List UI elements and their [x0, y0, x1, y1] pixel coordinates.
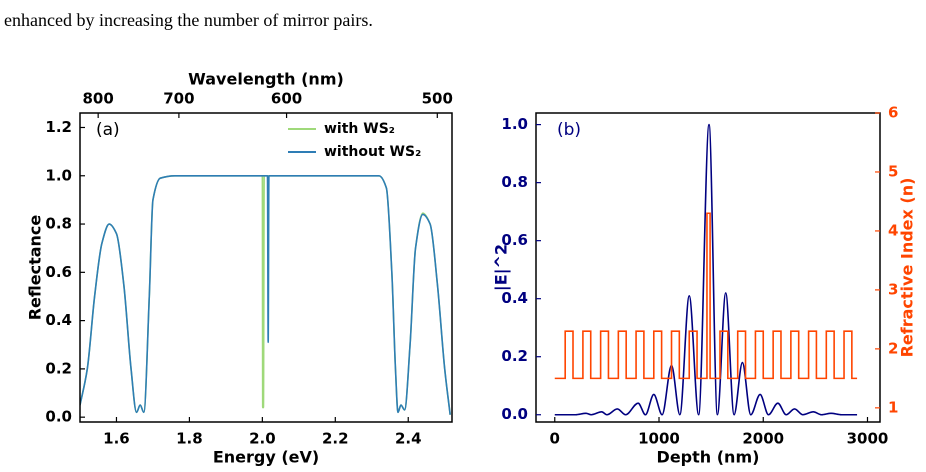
y-tick-label: 0.6 [501, 231, 528, 249]
x2-tick-label: 800 [83, 90, 114, 108]
x-tick-label: 2.2 [322, 430, 349, 448]
y2-tick-label: 2 [888, 339, 898, 357]
x-tick-label: 1.6 [103, 430, 130, 448]
y2-tick-label: 4 [888, 221, 898, 239]
y-tick-label: 0.8 [501, 173, 528, 191]
y-tick-label: 0.4 [501, 289, 528, 307]
data-line [554, 123, 858, 416]
y2-tick-label: 3 [888, 280, 898, 298]
data-line [80, 174, 451, 415]
paragraph: enhanced by increasing the number of mir… [4, 10, 373, 30]
y-tick-label: 1.0 [45, 166, 72, 184]
y-tick-label: 0.2 [45, 359, 72, 377]
x-tick-label: 1.8 [176, 430, 203, 448]
x2-tick-label: 700 [163, 90, 194, 108]
y2-tick-label: 1 [888, 398, 898, 416]
y-tick-label: 0.0 [45, 408, 72, 426]
plot-area [554, 123, 858, 416]
axes-frame [535, 112, 881, 423]
legend-label: without WS₂ [324, 144, 421, 160]
x-tick-label: 1000 [638, 430, 680, 448]
y-tick-label: 1.2 [45, 118, 72, 136]
panel-label: (a) [96, 120, 120, 140]
x-axis-label: Depth (nm) [657, 448, 760, 467]
y-tick-label: 0.0 [501, 405, 528, 423]
axes-frame [79, 112, 453, 423]
y-axis-label: |E|^2 [492, 244, 512, 291]
x-tick-label: 0 [550, 430, 560, 448]
x-tick-label: 2.4 [395, 430, 422, 448]
y-tick-label: 0.8 [45, 215, 72, 233]
x2-tick-label: 500 [422, 90, 453, 108]
y2-tick-label: 6 [888, 104, 898, 122]
y2-tick-label: 5 [888, 162, 898, 180]
y-tick-label: 0.2 [501, 347, 528, 365]
y-tick-label: 0.6 [45, 263, 72, 281]
x-axis-label: Energy (eV) [213, 448, 319, 467]
y2-axis-label: Refractive Index (n) [898, 178, 917, 358]
panel-label: (b) [557, 120, 581, 140]
x-tick-label: 2.0 [249, 430, 276, 448]
y-axis-label: Reflectance [26, 215, 45, 321]
x-tick-label: 3000 [847, 430, 889, 448]
data-line [554, 212, 858, 380]
x2-tick-label: 600 [271, 90, 302, 108]
legend-label: with WS₂ [324, 121, 395, 137]
plot-area [80, 174, 451, 415]
y-tick-label: 0.4 [45, 311, 72, 329]
data-line [80, 174, 451, 415]
y-tick-label: 1.0 [501, 115, 528, 133]
x2-axis-label: Wavelength (nm) [188, 70, 344, 89]
x-tick-label: 2000 [742, 430, 784, 448]
